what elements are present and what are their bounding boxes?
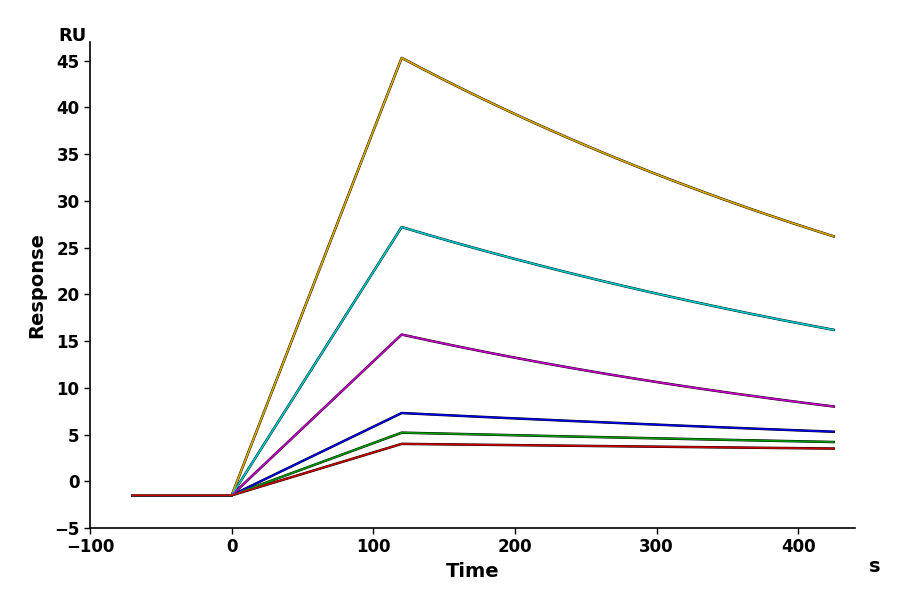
Text: RU: RU [58, 27, 86, 45]
Y-axis label: Response: Response [27, 232, 46, 338]
Text: s: s [868, 557, 880, 577]
X-axis label: Time: Time [446, 562, 500, 581]
